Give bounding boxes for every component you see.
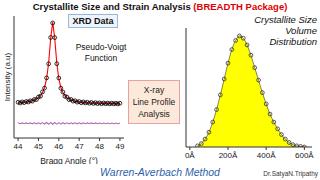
svg-text:49: 49: [115, 142, 124, 151]
html-text:Distribution: Distribution: [269, 36, 317, 47]
svg-text:0Å: 0Å: [185, 151, 195, 160]
html-text:Dr.SatyaN.Tripathy: Dr.SatyaN.Tripathy: [263, 170, 318, 177]
svg-text:47: 47: [75, 142, 84, 151]
svg-text:Intensity (a.u): Intensity (a.u): [8, 52, 12, 101]
html-text:X-ray: X-ray: [143, 85, 165, 95]
svg-text:48: 48: [95, 142, 104, 151]
svg-text:46: 46: [54, 142, 63, 151]
html-text:Volume: Volume: [285, 25, 317, 36]
html-text:Line Profile: Line Profile: [132, 97, 176, 107]
html-text:Crystallite Size and Strain An: Crystallite Size and Strain Analysis (BR…: [32, 1, 288, 12]
html-text:Function: Function: [84, 53, 118, 63]
html-text:Pseudo-Voigt: Pseudo-Voigt: [75, 42, 127, 52]
html-text:Analysis: Analysis: [138, 109, 170, 119]
html-text:XRD Data: XRD Data: [72, 16, 114, 26]
svg-text:200Å: 200Å: [219, 151, 238, 160]
svg-text:600Å: 600Å: [295, 151, 312, 160]
html-text:Warren-Averbach Method: Warren-Averbach Method: [100, 166, 220, 178]
svg-text:400Å: 400Å: [257, 151, 276, 160]
svg-text:45: 45: [34, 142, 43, 151]
svg-text:44: 44: [14, 142, 23, 151]
svg-text:Bragg Angle (°): Bragg Angle (°): [40, 156, 98, 164]
html-text:Crystallite Size: Crystallite Size: [254, 14, 317, 25]
